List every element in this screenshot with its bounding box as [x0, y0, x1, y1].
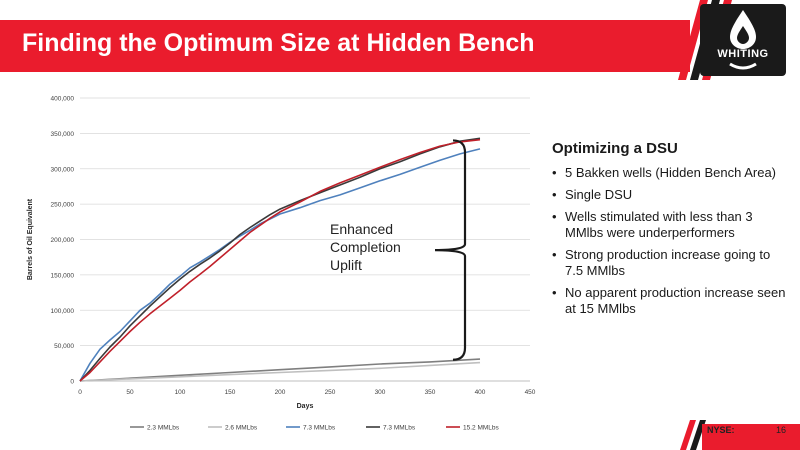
bullet-icon: •: [552, 165, 557, 180]
logo-wordmark: WHITING: [717, 48, 769, 60]
x-tick-label: 100: [175, 389, 186, 396]
findings-bullet: • 5 Bakken wells (Hidden Bench Area): [552, 165, 787, 181]
annotation-line-2: Completion: [330, 239, 401, 255]
annotation-line-1: Enhanced: [330, 221, 394, 237]
series-line: [79, 358, 481, 382]
series-line: [79, 137, 481, 382]
legend-label: 7.3 MMLbs: [383, 425, 416, 432]
y-tick-label: 100,000: [51, 308, 75, 315]
production-chart: 0 50,000 100,000 150,000 200,000 250,000 300,0…: [20, 90, 540, 438]
uplift-annotation: Enhanced Completion Uplift: [330, 220, 401, 274]
x-axis-title: Days: [297, 403, 314, 410]
x-tick-label: 50: [126, 389, 134, 396]
oil-drop-icon: [729, 10, 757, 70]
slide-title: Finding the Optimum Size at Hidden Bench: [22, 29, 535, 57]
bullet-icon: •: [552, 285, 557, 300]
bullet-text: Single DSU: [565, 187, 633, 202]
slide-footer: [0, 420, 800, 450]
y-tick-label: 250,000: [51, 202, 75, 209]
x-tick-label: 0: [78, 389, 82, 396]
y-axis-title: Barrels of Oil Equivalent: [27, 198, 34, 280]
findings-list: • 5 Bakken wells (Hidden Bench Area) • Sin…: [552, 165, 787, 317]
legend-label: 2.3 MMLbs: [147, 425, 180, 432]
findings-bullet: • Single DSU: [552, 187, 787, 203]
x-tick-label: 450: [525, 389, 536, 396]
legend-label: 2.6 MMLbs: [225, 425, 258, 432]
findings-bullet: • No apparent production increase seen at…: [552, 285, 787, 317]
y-tick-label: 50,000: [54, 343, 74, 350]
bullet-text: No apparent production increase seen at …: [565, 285, 786, 316]
x-tick-label: 300: [375, 389, 386, 396]
page-number: 16: [776, 425, 787, 435]
slide-header: Finding the Optimum Size at Hidden Bench…: [0, 0, 800, 80]
title-banner: [0, 20, 690, 72]
series-line: [79, 361, 481, 382]
x-tick-label: 200: [275, 389, 286, 396]
x-tick-label: 150: [225, 389, 236, 396]
stock-ticker: NYSE: WLL: [707, 425, 757, 435]
series-line: [79, 148, 481, 382]
annotation-line-3: Uplift: [330, 257, 362, 273]
bullet-text: Strong production increase going to 7.5 …: [565, 247, 771, 278]
series-line: [79, 138, 481, 382]
bullet-icon: •: [552, 247, 557, 262]
x-tick-label: 350: [425, 389, 436, 396]
y-tick-label: 200,000: [51, 237, 75, 244]
ticker-symbol: WLL: [737, 425, 757, 435]
findings-bullet: • Wells stimulated with less than 3 MMlbs…: [552, 209, 787, 241]
chart-canvas: 0 50,000 100,000 150,000 200,000 250,000 300,0…: [27, 96, 536, 432]
legend-label: 15.2 MMLbs: [463, 425, 500, 432]
y-tick-label: 300,000: [51, 166, 75, 173]
y-tick-label: 150,000: [51, 272, 75, 279]
y-tick-label: 350,000: [51, 131, 75, 138]
y-tick-label: 0: [70, 379, 74, 386]
footer-stripes-decoration: [680, 420, 800, 450]
findings-bullet: • Strong production increase going to 7.5…: [552, 247, 787, 279]
legend-label: 7.3 MMLbs: [303, 425, 336, 432]
y-tick-label: 400,000: [51, 96, 75, 103]
uplift-brace: [434, 139, 467, 361]
x-tick-label: 400: [475, 389, 486, 396]
findings-title: Optimizing a DSU: [552, 140, 678, 157]
bullet-icon: •: [552, 209, 557, 224]
exchange-label: NYSE:: [707, 425, 735, 435]
company-logo: WHITING: [700, 4, 786, 76]
findings-panel: Optimizing a DSU • 5 Bakken wells (Hidden…: [552, 140, 787, 323]
bullet-text: 5 Bakken wells (Hidden Bench Area): [565, 165, 777, 180]
x-tick-label: 250: [325, 389, 336, 396]
bullet-icon: •: [552, 187, 557, 202]
bullet-text: Wells stimulated with less than 3 MMlbs …: [565, 209, 753, 240]
